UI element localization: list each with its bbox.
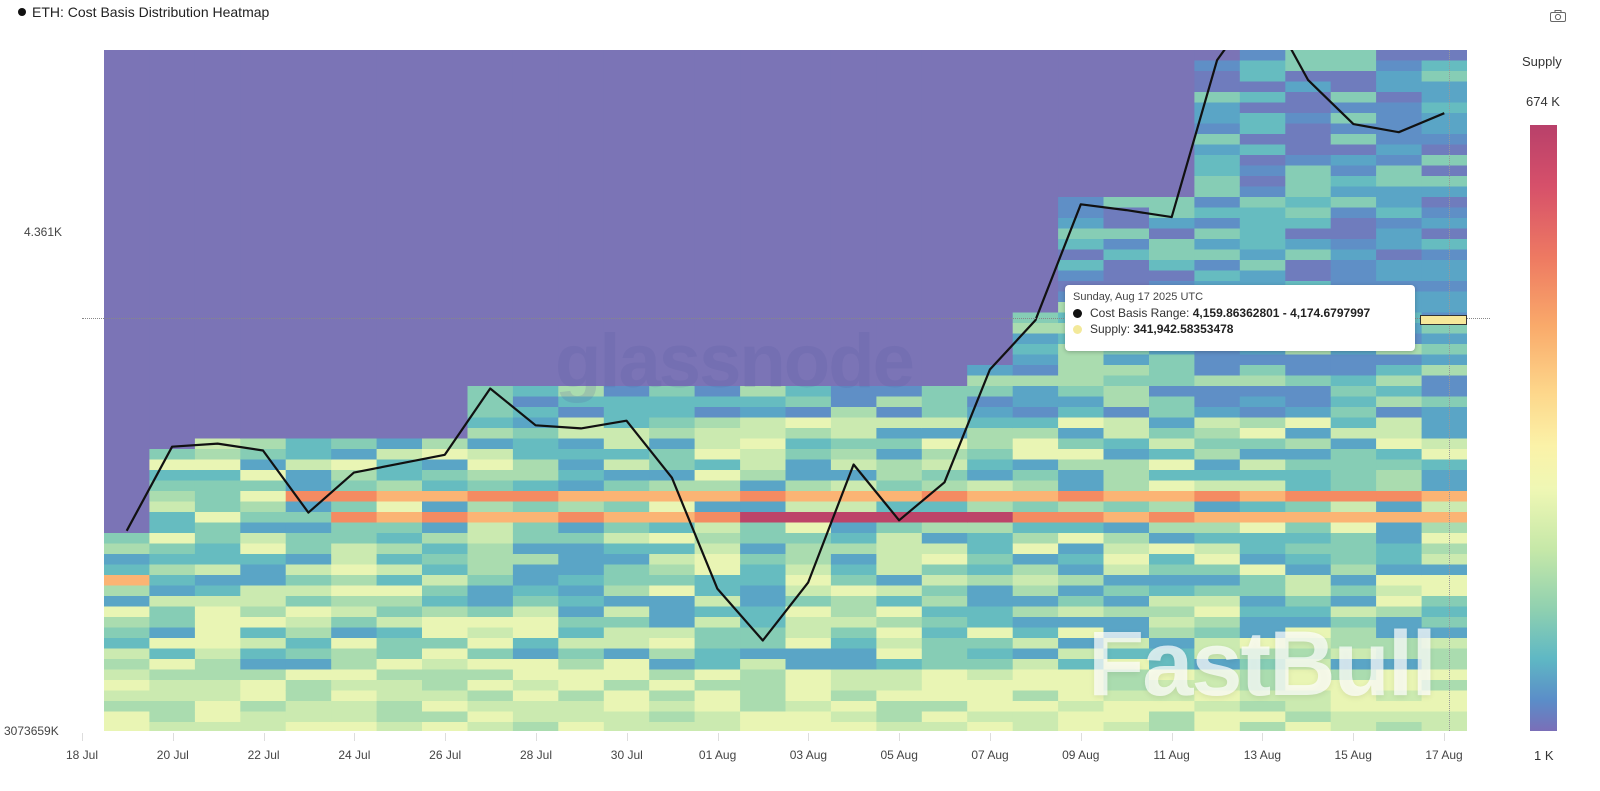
highlighted-cell[interactable] [1420, 315, 1467, 325]
series-dot-icon [18, 8, 26, 16]
x-tick-label: 22 Jul [247, 748, 280, 762]
chart-title-text: ETH: Cost Basis Distribution Heatmap [32, 4, 270, 20]
x-tick-label: 15 Aug [1334, 748, 1372, 762]
x-tick-label: 30 Jul [610, 748, 643, 762]
tooltip-range-row: Cost Basis Range: 4,159.86362801 - 4,174… [1073, 306, 1407, 320]
x-tick [899, 733, 901, 741]
x-tick [626, 733, 628, 741]
x-tick-label: 18 Jul [65, 748, 99, 762]
x-tick [172, 733, 174, 741]
tooltip-range-value: 4,159.86362801 - 4,174.6797997 [1192, 306, 1371, 320]
x-tick-label: 09 Aug [1062, 748, 1100, 762]
x-tick-label: 11 Aug [1153, 748, 1190, 762]
x-tick-label: 17 Aug [1425, 748, 1463, 762]
x-tick [1080, 733, 1082, 741]
x-tick-label: 01 Aug [698, 748, 737, 762]
x-tick [808, 733, 810, 741]
tooltip-date: Sunday, Aug 17 2025 UTC [1073, 291, 1204, 303]
heatmap-cells [104, 50, 1467, 731]
crosshair-vertical [1449, 50, 1450, 731]
x-tick [536, 733, 537, 741]
tooltip-range-label: Cost Basis Range: [1090, 306, 1193, 320]
x-tick [990, 733, 991, 741]
tooltip-supply-row: Supply: 341,942.58353478 [1073, 322, 1407, 336]
x-tick-label: 03 Aug [789, 748, 828, 762]
supply-marker-icon [1073, 324, 1082, 334]
x-tick-label: 13 Aug [1243, 748, 1282, 762]
heatmap-plot-area[interactable] [104, 50, 1467, 731]
x-tick-label: 26 Jul [429, 748, 462, 762]
colorbar-title: Supply [1522, 54, 1562, 69]
tooltip: Sunday, Aug 17 2025 UTC Cost Basis Range… [1065, 285, 1415, 351]
camera-icon[interactable] [1550, 10, 1566, 22]
chart-title: ETH: Cost Basis Distribution Heatmap [18, 4, 269, 20]
x-tick [1171, 733, 1173, 741]
x-tick [354, 733, 356, 741]
price-line [125, 50, 1445, 642]
x-tick-label: 20 Jul [156, 748, 189, 762]
fastbull-watermark: FastBull [1088, 613, 1437, 715]
glassnode-watermark: glassnode [555, 319, 915, 404]
x-tick [82, 733, 83, 741]
tooltip-supply-label: Supply: [1090, 322, 1134, 336]
y-tick-label: 4.361K [24, 225, 63, 239]
colorbar-max-label: 674 K [1526, 94, 1560, 109]
x-tick [1444, 733, 1445, 741]
x-tick-label: 24 Jul [338, 748, 371, 762]
colorbar [1530, 125, 1557, 731]
colorbar-min-label: 1 K [1534, 748, 1554, 763]
crosshair-horizontal [82, 318, 1490, 319]
tooltip-supply-value: 341,942.58353478 [1133, 322, 1234, 336]
y-tick-label: 3073659K [4, 724, 59, 738]
x-tick-label: 28 Jul [519, 748, 553, 762]
x-tick [1353, 733, 1355, 741]
x-tick-label: 07 Aug [971, 748, 1009, 762]
x-tick [263, 733, 265, 741]
x-tick-label: 05 Aug [880, 748, 918, 762]
range-marker-icon [1073, 308, 1082, 318]
x-tick [445, 733, 447, 741]
x-tick [1262, 733, 1264, 741]
x-tick [717, 733, 719, 741]
